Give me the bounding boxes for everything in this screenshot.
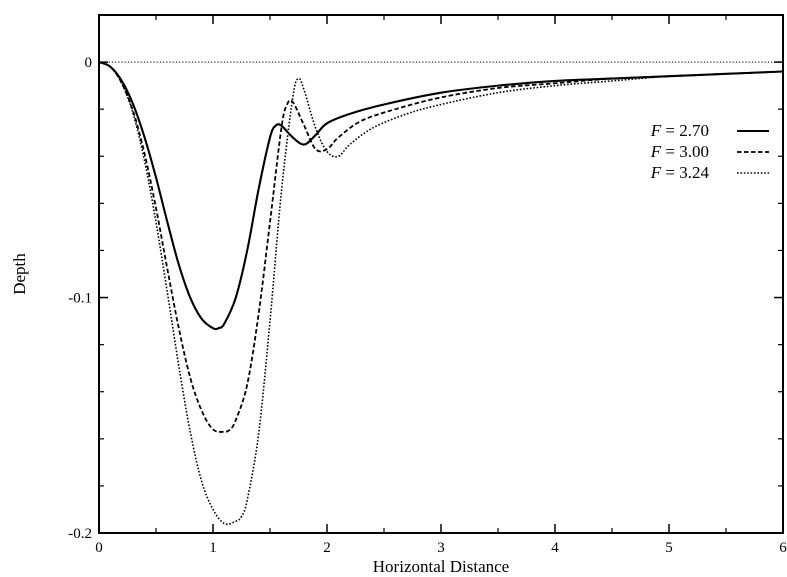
series-line-2 (98, 61, 784, 433)
series-line-1 (98, 61, 784, 331)
series-line-3 (98, 61, 784, 526)
legend-label-variable: F (650, 142, 662, 161)
y-axis-label: Depth (10, 253, 29, 295)
x-tick-label: 2 (323, 540, 331, 556)
legend-label-2: F = 3.00 (650, 142, 709, 161)
legend-label-value: = 3.00 (661, 142, 709, 161)
series-layer (98, 61, 784, 526)
x-tick-label: 1 (209, 540, 217, 556)
legend-label-variable: F (650, 121, 662, 140)
legend-label-variable: F (650, 163, 662, 182)
legend-label-3: F = 3.24 (650, 163, 710, 182)
y-tick-label: -0.1 (68, 291, 92, 307)
x-axis-label: Horizontal Distance (373, 557, 509, 576)
x-tick-label: 4 (551, 540, 559, 556)
x-tick-label: 6 (779, 540, 787, 556)
legend: F = 2.70F = 3.00F = 3.24 (650, 121, 769, 182)
legend-label-1: F = 2.70 (650, 121, 709, 140)
y-tick-label: -0.2 (68, 526, 92, 542)
legend-label-value: = 3.24 (661, 163, 709, 182)
tick-layer: 0 1 2 3 4 5 6 0 -0.1 -0.2 (68, 15, 787, 556)
y-tick-label: 0 (85, 55, 93, 71)
x-tick-label: 5 (665, 540, 673, 556)
x-tick-label: 3 (437, 540, 445, 556)
legend-label-value: = 2.70 (661, 121, 709, 140)
x-tick-label: 0 (95, 540, 103, 556)
